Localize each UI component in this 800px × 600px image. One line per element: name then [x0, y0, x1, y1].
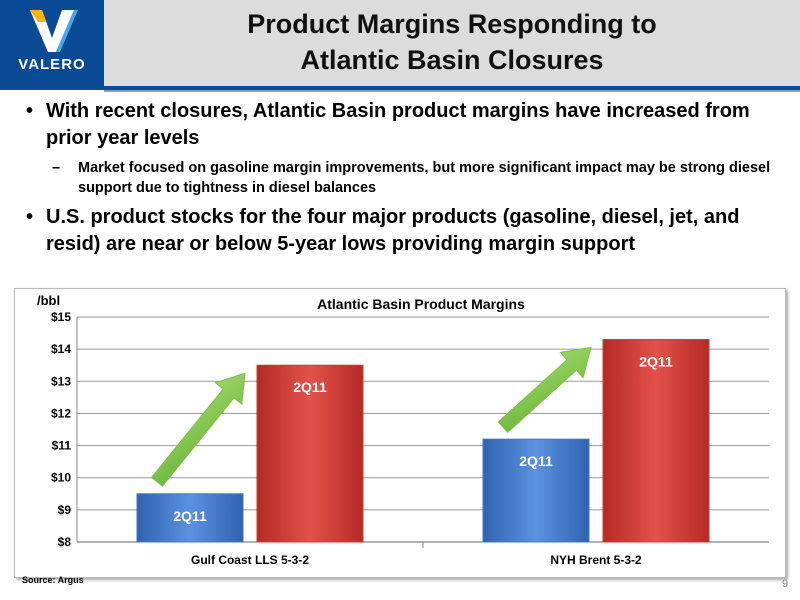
y-tick-label: $10	[51, 471, 71, 485]
y-tick-label: $9	[58, 503, 72, 517]
bullet-item: • With recent closures, Atlantic Basin pr…	[20, 98, 790, 152]
header-rule	[0, 86, 800, 90]
chart-title: Atlantic Basin Product Margins	[317, 296, 525, 312]
bar-label: 2Q11	[639, 354, 673, 370]
bar-chart: /bbl Atlantic Basin Product Margins $8 $9…	[37, 293, 769, 567]
bar-blue-2	[482, 438, 590, 543]
sub-bullet-text: Market focused on gasoline margin improv…	[78, 160, 771, 196]
x-tick-label: Gulf Coast LLS 5-3-2	[191, 553, 309, 567]
sub-bullet-item: – Market focused on gasoline margin impro…	[20, 158, 790, 198]
y-tick-label: $13	[51, 374, 71, 388]
y-tick-label: $14	[51, 342, 71, 356]
y-tick-label: $11	[52, 439, 72, 453]
bullet-dot-icon: •	[26, 100, 34, 122]
title-line-2: Atlantic Basin Closures	[300, 45, 604, 75]
bullet-dot-icon: •	[26, 206, 34, 228]
y-axis-label: /bbl	[37, 293, 60, 308]
bar-label: 2Q11	[519, 453, 553, 469]
bar-red-1	[256, 364, 364, 543]
arrows	[150, 346, 592, 487]
logo-text: VALERO	[18, 56, 86, 73]
bar-label: 2Q11	[293, 379, 327, 395]
x-tick-labels: Gulf Coast LLS 5-3-2 NYH Brent 5-3-2	[191, 553, 642, 567]
header: VALERO Product Margins Responding to Atl…	[0, 0, 800, 92]
valero-logo: VALERO	[0, 0, 104, 86]
bullet-text: U.S. product stocks for the four major p…	[46, 206, 740, 255]
bar-red-2	[602, 339, 710, 543]
page-title: Product Margins Responding to Atlantic B…	[104, 6, 800, 78]
valero-v-logo-icon	[30, 10, 78, 52]
y-tick-label: $8	[58, 535, 72, 549]
x-tick-label: NYH Brent 5-3-2	[550, 553, 642, 567]
y-tick-label: $12	[51, 406, 71, 420]
source-note: Source: Argus	[22, 575, 84, 585]
green-up-arrow-icon	[497, 346, 592, 434]
bars	[136, 339, 710, 543]
bar-label: 2Q11	[173, 508, 207, 524]
dash-icon: –	[52, 160, 61, 176]
green-up-arrow-icon	[150, 372, 246, 487]
arrow-shape	[150, 372, 246, 487]
title-bar	[104, 0, 800, 86]
bar-labels: 2Q11 2Q11 2Q11 2Q11	[173, 354, 673, 524]
page-number: 9	[782, 578, 789, 590]
arrow-shape	[497, 346, 592, 434]
y-tick-labels: $8 $9 $10 $11 $12 $13 $14 $15	[51, 310, 71, 549]
bullet-list: • With recent closures, Atlantic Basin pr…	[20, 98, 790, 264]
bar-blue-1	[136, 493, 244, 543]
chart-panel: /bbl Atlantic Basin Product Margins $8 $9…	[14, 288, 786, 578]
bullet-text: With recent closures, Atlantic Basin pro…	[46, 100, 750, 149]
header-rule-light	[104, 90, 800, 92]
y-tick-label: $15	[51, 310, 71, 324]
title-line-1: Product Margins Responding to	[247, 9, 657, 39]
bullet-item: • U.S. product stocks for the four major …	[20, 204, 790, 258]
